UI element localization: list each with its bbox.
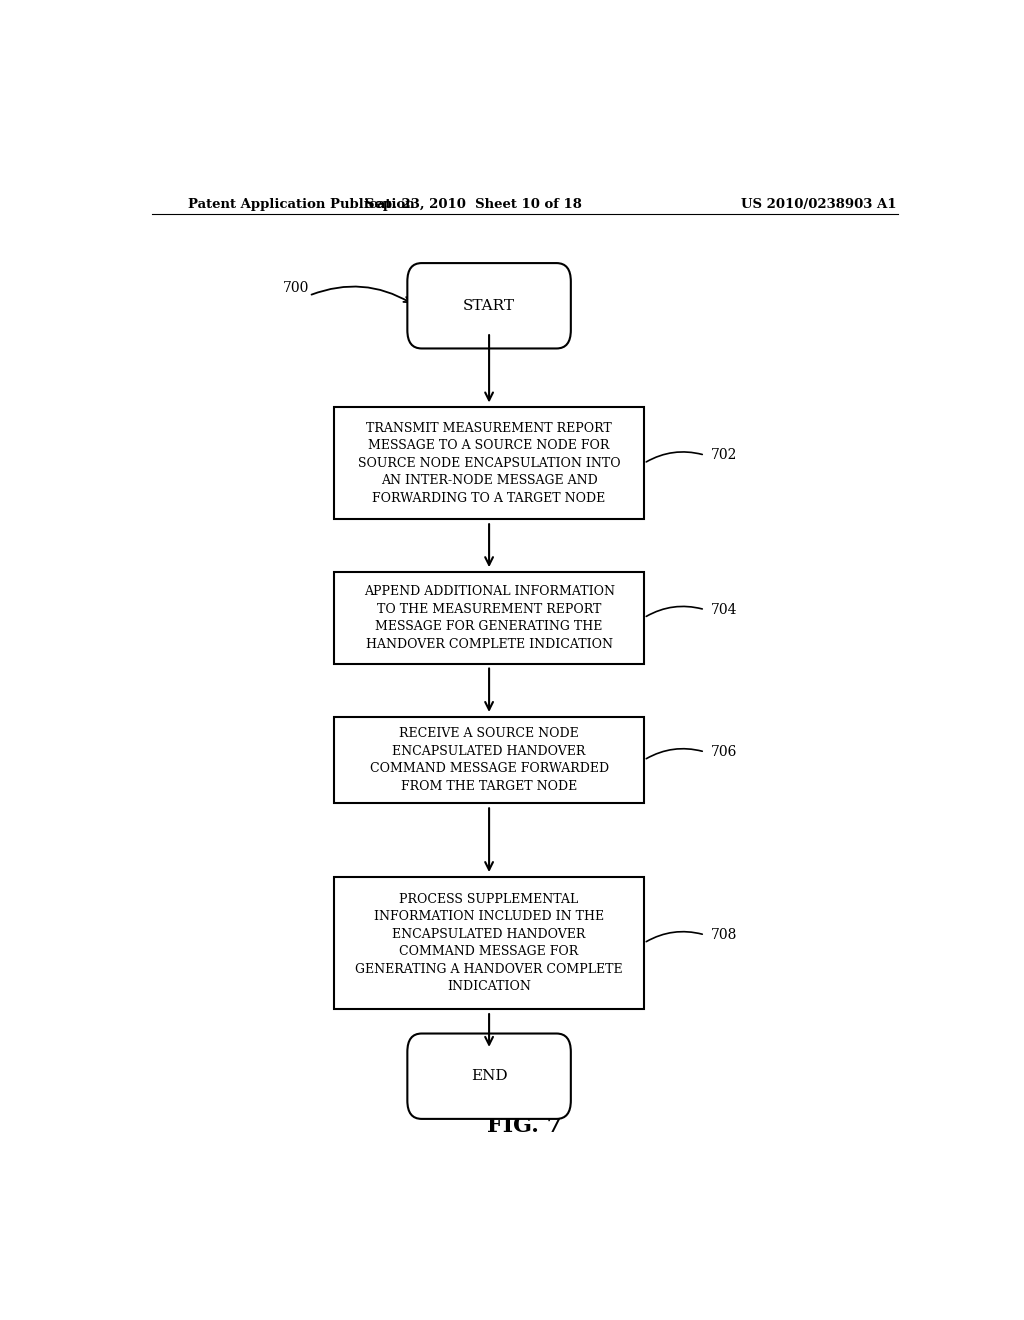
- Bar: [334, 408, 644, 519]
- Text: Sep. 23, 2010  Sheet 10 of 18: Sep. 23, 2010 Sheet 10 of 18: [365, 198, 582, 211]
- Text: END: END: [471, 1069, 508, 1084]
- Text: 704: 704: [712, 603, 738, 616]
- Text: TRANSMIT MEASUREMENT REPORT
MESSAGE TO A SOURCE NODE FOR
SOURCE NODE ENCAPSULATI: TRANSMIT MEASUREMENT REPORT MESSAGE TO A…: [357, 422, 621, 504]
- Text: START: START: [463, 298, 515, 313]
- Text: 708: 708: [712, 928, 737, 942]
- Text: US 2010/0238903 A1: US 2010/0238903 A1: [740, 198, 896, 211]
- Text: 700: 700: [283, 281, 309, 296]
- Text: 706: 706: [712, 744, 737, 759]
- Text: PROCESS SUPPLEMENTAL
INFORMATION INCLUDED IN THE
ENCAPSULATED HANDOVER
COMMAND M: PROCESS SUPPLEMENTAL INFORMATION INCLUDE…: [355, 892, 623, 994]
- Text: 702: 702: [712, 449, 737, 462]
- FancyBboxPatch shape: [408, 1034, 570, 1119]
- Text: APPEND ADDITIONAL INFORMATION
TO THE MEASUREMENT REPORT
MESSAGE FOR GENERATING T: APPEND ADDITIONAL INFORMATION TO THE MEA…: [364, 585, 614, 651]
- Bar: [334, 876, 644, 1008]
- Bar: [334, 717, 644, 804]
- Text: RECEIVE A SOURCE NODE
ENCAPSULATED HANDOVER
COMMAND MESSAGE FORWARDED
FROM THE T: RECEIVE A SOURCE NODE ENCAPSULATED HANDO…: [370, 727, 608, 793]
- Text: Patent Application Publication: Patent Application Publication: [187, 198, 415, 211]
- Bar: [334, 572, 644, 664]
- FancyBboxPatch shape: [408, 263, 570, 348]
- Text: FIG. 7: FIG. 7: [487, 1115, 562, 1137]
